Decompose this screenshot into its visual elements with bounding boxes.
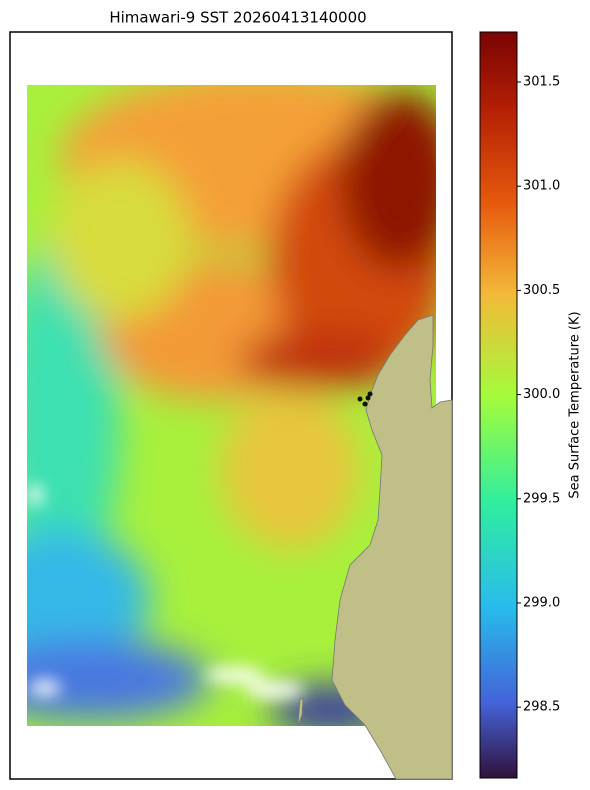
- island: [297, 697, 304, 727]
- chart-title: Himawari-9 SST 20260413140000: [109, 9, 366, 27]
- station: [357, 396, 363, 402]
- colorbar-tick-label: 300.5: [523, 283, 560, 298]
- colorbar-label: Sea Surface Temperature (K): [568, 311, 583, 498]
- land: [331, 314, 453, 780]
- colorbar-tick-label: 300.0: [523, 387, 560, 402]
- station: [362, 401, 368, 407]
- station: [367, 391, 373, 397]
- colorbar-tick-label: 299.0: [523, 595, 560, 610]
- stations: [357, 391, 373, 407]
- colorbar-tick-label: 301.5: [523, 75, 560, 90]
- colorbar: [479, 31, 518, 779]
- sst-field: [27, 85, 436, 726]
- colorbar-tick-label: 301.0: [523, 179, 560, 194]
- station: [365, 395, 371, 401]
- colorbar-tick-label: 299.5: [523, 491, 560, 506]
- colorbar-tick-label: 298.5: [523, 700, 560, 715]
